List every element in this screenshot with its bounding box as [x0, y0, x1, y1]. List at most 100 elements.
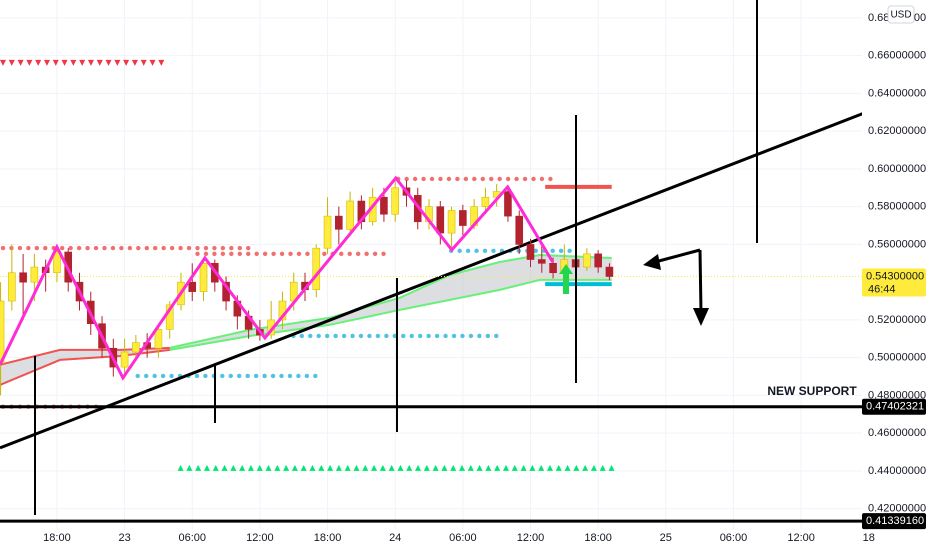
level-point [203, 245, 209, 251]
x-tick-label: 25 [660, 532, 672, 544]
level-point [476, 464, 483, 471]
level-point [195, 245, 200, 251]
x-tick-label: 06:00 [449, 532, 477, 544]
level-point [494, 464, 501, 471]
band-upper [0, 346, 170, 366]
level-point [485, 464, 492, 471]
level-point [52, 59, 59, 66]
level-point [114, 59, 121, 66]
y-tick-label: 0.42000000 [868, 503, 926, 515]
candle-body [594, 253, 602, 268]
candle-body [199, 263, 208, 292]
level-point [531, 176, 536, 182]
level-point [229, 251, 234, 257]
level-point [299, 333, 304, 339]
level-point [350, 333, 355, 339]
candle-body [549, 263, 557, 274]
candle-body [0, 300, 5, 364]
level-point [347, 251, 352, 257]
level-point [102, 245, 107, 251]
level-point [457, 248, 462, 254]
level-point [300, 464, 307, 471]
level-point [417, 333, 423, 339]
candle-body [391, 187, 399, 215]
level-point [322, 251, 327, 257]
price-badge [862, 268, 926, 297]
level-point [262, 251, 268, 257]
level-point [465, 248, 471, 254]
level-point [446, 176, 452, 182]
level-point [539, 176, 545, 182]
level-point [379, 464, 386, 471]
level-point [195, 251, 200, 257]
level-point [140, 59, 147, 66]
level-point [296, 251, 302, 257]
level-point [203, 251, 209, 257]
level-point [434, 333, 440, 339]
x-tick-label: 18:00 [584, 532, 612, 544]
level-point [256, 464, 263, 471]
x-tick-label: 12:00 [787, 532, 815, 544]
green-arrow-head [559, 264, 573, 274]
candle-body [447, 210, 456, 234]
candle-body [312, 247, 321, 291]
level-point [372, 251, 378, 257]
level-point [274, 464, 281, 471]
level-point [87, 59, 94, 66]
level-point [161, 245, 166, 251]
level-point [392, 333, 398, 339]
x-tick-label: 06:00 [178, 532, 206, 544]
level-point [221, 464, 228, 471]
candle-body [481, 196, 490, 207]
level-point [558, 248, 564, 254]
level-point [341, 333, 347, 339]
level-point [26, 59, 33, 66]
candle-body [583, 253, 591, 268]
level-point [288, 251, 293, 257]
level-point [43, 59, 50, 66]
level-point [460, 333, 465, 339]
level-point [246, 245, 251, 251]
candle-body [335, 215, 343, 230]
level-point [17, 245, 23, 251]
level-point [123, 59, 130, 66]
level-point [353, 464, 360, 471]
level-point [136, 245, 141, 251]
level-point [555, 464, 562, 471]
level-point [590, 464, 597, 471]
level-point [152, 373, 157, 379]
y-tick-label: 0.50000000 [868, 352, 926, 364]
level-point [533, 248, 538, 254]
level-point [582, 464, 589, 471]
level-point [463, 176, 469, 182]
y-tick-label: 0.60000000 [868, 163, 926, 175]
level-point [608, 464, 615, 471]
candle-body [8, 272, 16, 302]
level-point [485, 333, 491, 339]
level-point [110, 245, 116, 251]
level-point [229, 245, 234, 251]
level-point [412, 176, 418, 182]
level-point [59, 245, 65, 251]
level-point [203, 464, 210, 471]
level-point [497, 176, 502, 182]
level-point [505, 176, 511, 182]
level-point [93, 245, 99, 251]
level-point [0, 245, 6, 251]
candle-body [380, 196, 388, 215]
level-point [455, 176, 460, 182]
level-point [220, 245, 226, 251]
level-point [443, 333, 448, 339]
y-tick-label: 0.52000000 [868, 314, 926, 326]
level-point [287, 373, 293, 379]
level-point [228, 373, 233, 379]
level-point [318, 464, 325, 471]
level-point [467, 464, 474, 471]
y-tick-label: 0.46000000 [868, 427, 926, 439]
arrow-head [643, 254, 661, 270]
level-point [309, 464, 316, 471]
level-point [246, 251, 251, 257]
level-point [131, 59, 138, 66]
price-badge [862, 398, 926, 415]
level-point [441, 464, 448, 471]
